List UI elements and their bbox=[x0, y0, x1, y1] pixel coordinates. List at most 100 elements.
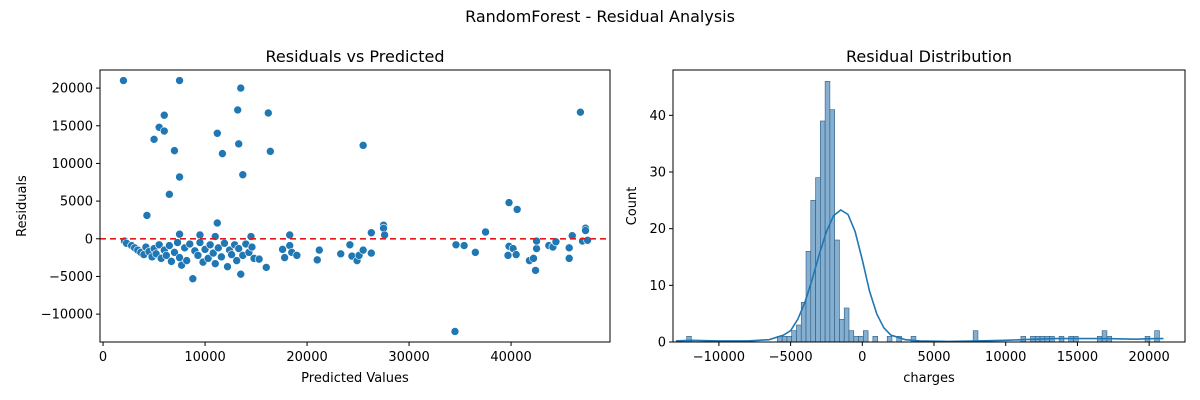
scatter-point bbox=[471, 248, 480, 257]
scatter-point bbox=[142, 211, 152, 220]
x-tick-label: 30000 bbox=[388, 350, 429, 365]
scatter-point bbox=[188, 274, 198, 284]
y-tick-label: 10000 bbox=[52, 157, 93, 172]
scatter-point bbox=[503, 251, 513, 260]
scatter-point bbox=[234, 244, 244, 253]
y-tick-label: 10 bbox=[649, 279, 666, 294]
scatter-point bbox=[564, 243, 574, 253]
figure-suptitle: RandomForest - Residual Analysis bbox=[465, 7, 735, 26]
y-tick-label: −5000 bbox=[49, 270, 93, 285]
scatter-point bbox=[551, 237, 561, 247]
scatter-title: Residuals vs Predicted bbox=[266, 47, 445, 66]
scatter-point bbox=[292, 251, 302, 260]
scatter-point bbox=[529, 254, 538, 263]
scatter-point bbox=[236, 269, 246, 279]
scatter-point bbox=[210, 259, 220, 268]
scatter-point bbox=[195, 238, 205, 247]
histogram-bar bbox=[834, 239, 840, 343]
scatter-point bbox=[173, 238, 182, 247]
x-tick-label: 20000 bbox=[286, 350, 327, 365]
scatter-point bbox=[358, 141, 368, 150]
histogram-bar bbox=[853, 336, 859, 343]
scatter-point bbox=[159, 126, 169, 136]
scatter-point bbox=[214, 243, 223, 253]
scatter-marks bbox=[100, 76, 610, 336]
histogram-bar bbox=[829, 109, 835, 343]
histogram-bar bbox=[786, 336, 792, 343]
histogram-bar bbox=[886, 336, 893, 343]
y-tick-label: 0 bbox=[85, 232, 93, 247]
residuals-vs-predicted-panel: Residuals vs Predicted 0 10000 20000 30000 4… bbox=[15, 47, 611, 386]
scatter-point bbox=[450, 327, 460, 336]
scatter-point bbox=[504, 198, 514, 207]
histogram-bar bbox=[781, 336, 788, 343]
y-tick-label: 0 bbox=[658, 336, 666, 351]
scatter-point bbox=[195, 230, 205, 240]
scatter-point bbox=[532, 244, 541, 253]
scatter-point bbox=[119, 76, 128, 85]
scatter-point bbox=[208, 248, 218, 258]
scatter-point bbox=[481, 227, 490, 237]
histogram-bar bbox=[863, 330, 869, 343]
scatter-point bbox=[314, 245, 324, 255]
histogram-ticks: −10000 −5000 0 5000 10000 15000 20000 0 10 20 30 40 bbox=[649, 109, 1169, 365]
scatter-point bbox=[278, 245, 287, 254]
scatter-point bbox=[213, 218, 222, 228]
scatter-point bbox=[236, 83, 246, 93]
scatter-point bbox=[280, 253, 289, 262]
scatter-point bbox=[203, 254, 213, 263]
scatter-point bbox=[583, 235, 592, 245]
kde-curve bbox=[675, 209, 1164, 343]
scatter-point bbox=[154, 240, 164, 250]
y-tick-label: 20000 bbox=[52, 82, 93, 97]
histogram-bar bbox=[820, 120, 826, 343]
scatter-point bbox=[459, 241, 469, 250]
scatter-point bbox=[149, 135, 159, 144]
scatter-point bbox=[254, 254, 264, 264]
scatter-point bbox=[159, 110, 169, 120]
scatter-point bbox=[232, 256, 241, 265]
y-tick-label: 15000 bbox=[52, 119, 93, 134]
scatter-plot-frame bbox=[99, 69, 611, 343]
scatter-point bbox=[512, 205, 522, 214]
scatter-point bbox=[162, 251, 171, 260]
scatter-point bbox=[175, 253, 184, 262]
scatter-point bbox=[451, 240, 461, 250]
scatter-point bbox=[367, 248, 376, 258]
x-tick-label: 5000 bbox=[917, 350, 950, 365]
scatter-point bbox=[380, 230, 389, 240]
histogram-marks bbox=[675, 81, 1164, 343]
x-tick-label: 0 bbox=[858, 350, 866, 365]
scatter-point bbox=[218, 149, 227, 158]
histogram-title: Residual Distribution bbox=[846, 47, 1012, 66]
x-tick-label: 20000 bbox=[1128, 350, 1169, 365]
scatter-point bbox=[531, 266, 540, 275]
scatter-point bbox=[193, 251, 203, 260]
y-tick-label: 40 bbox=[649, 109, 666, 124]
scatter-point bbox=[511, 250, 521, 259]
scatter-point bbox=[261, 263, 271, 272]
scatter-point bbox=[345, 240, 355, 250]
scatter-point bbox=[167, 257, 176, 266]
scatter-point bbox=[175, 229, 184, 239]
histogram-bar bbox=[858, 336, 864, 343]
x-tick-label: 40000 bbox=[490, 350, 531, 365]
scatter-point bbox=[170, 248, 179, 257]
y-tick-label: 5000 bbox=[60, 195, 93, 210]
x-tick-label: 0 bbox=[99, 350, 107, 365]
histogram-bar bbox=[796, 324, 802, 343]
y-tick-label: 20 bbox=[649, 222, 666, 237]
histogram-bar bbox=[824, 81, 831, 343]
scatter-point bbox=[213, 128, 222, 138]
scatter-point bbox=[205, 240, 215, 250]
scatter-ticks: 0 10000 20000 30000 40000 −10000 −5000 0 5000 100… bbox=[41, 82, 532, 365]
y-tick-label: 30 bbox=[649, 166, 666, 181]
histogram-bar bbox=[1101, 330, 1108, 343]
y-tick-label: −10000 bbox=[41, 308, 93, 323]
scatter-point bbox=[223, 262, 232, 271]
histogram-plot-frame bbox=[672, 69, 1186, 343]
scatter-point bbox=[336, 249, 346, 259]
x-tick-label: 10000 bbox=[985, 350, 1026, 365]
scatter-point bbox=[227, 250, 236, 259]
